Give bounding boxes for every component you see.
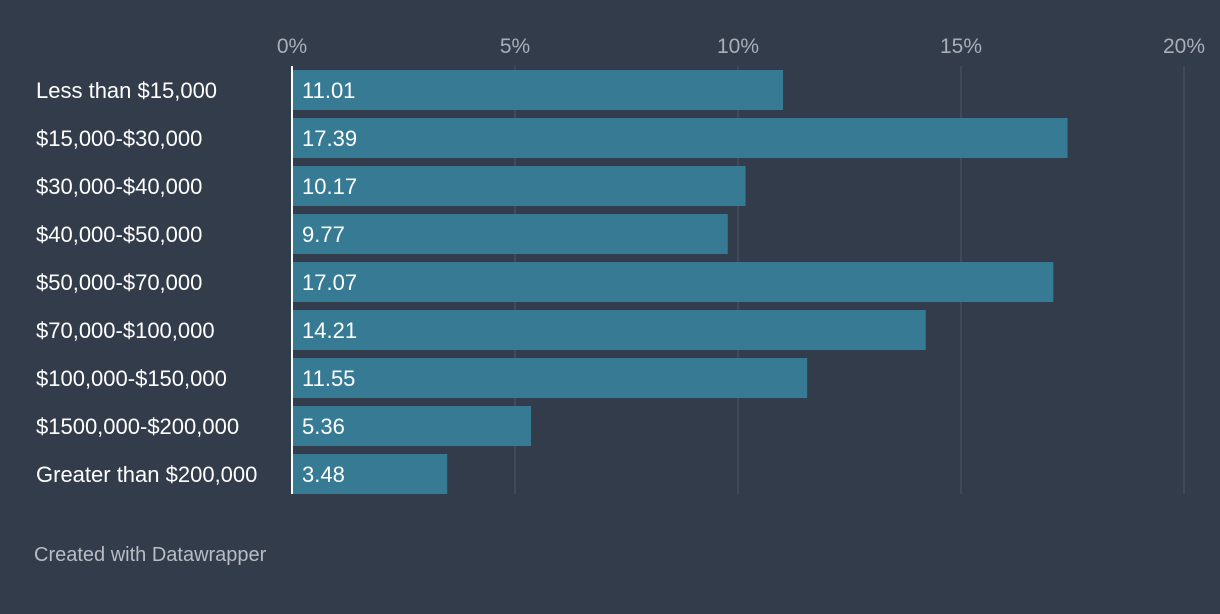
- bar[interactable]: [292, 358, 808, 398]
- category-label: $100,000-$150,000: [36, 366, 227, 391]
- x-tick-label: 15%: [940, 35, 982, 58]
- x-tick-label: 5%: [500, 35, 530, 58]
- bar[interactable]: [292, 214, 728, 254]
- value-label: 14.21: [302, 318, 357, 343]
- value-label: 17.39: [302, 126, 357, 151]
- x-axis-ticks: 0% 5% 10% 15% 20%: [277, 35, 1205, 58]
- category-label: $30,000-$40,000: [36, 174, 202, 199]
- value-label: 9.77: [302, 222, 345, 247]
- x-tick-label: 20%: [1163, 35, 1205, 58]
- bar[interactable]: [292, 70, 784, 110]
- x-tick-label: 0%: [277, 35, 307, 58]
- category-label: $50,000-$70,000: [36, 270, 202, 295]
- value-label: 11.55: [302, 366, 355, 391]
- category-label: Less than $15,000: [36, 78, 217, 103]
- bar[interactable]: [292, 454, 448, 494]
- bar[interactable]: [292, 118, 1068, 158]
- category-label: $15,000-$30,000: [36, 126, 202, 151]
- category-label: $40,000-$50,000: [36, 222, 202, 247]
- value-labels: 11.01 17.39 10.17 9.77 17.07 14.21 11.55 5.36 3.…: [302, 78, 357, 487]
- category-label: $1500,000-$200,000: [36, 414, 239, 439]
- bars: [292, 70, 1068, 494]
- category-label: Greater than $200,000: [36, 462, 257, 487]
- bar[interactable]: [292, 310, 926, 350]
- category-label: $70,000-$100,000: [36, 318, 215, 343]
- bar[interactable]: [292, 262, 1054, 302]
- category-labels: Less than $15,000 $15,000-$30,000 $30,000-…: [36, 78, 257, 487]
- value-label: 5.36: [302, 414, 345, 439]
- x-tick-label: 10%: [717, 35, 759, 58]
- value-label: 11.01: [302, 78, 355, 103]
- value-label: 10.17: [302, 174, 357, 199]
- value-label: 17.07: [302, 270, 357, 295]
- value-label: 3.48: [302, 462, 345, 487]
- bar[interactable]: [292, 166, 746, 206]
- credit-text[interactable]: Created with Datawrapper: [34, 544, 267, 566]
- bar[interactable]: [292, 406, 532, 446]
